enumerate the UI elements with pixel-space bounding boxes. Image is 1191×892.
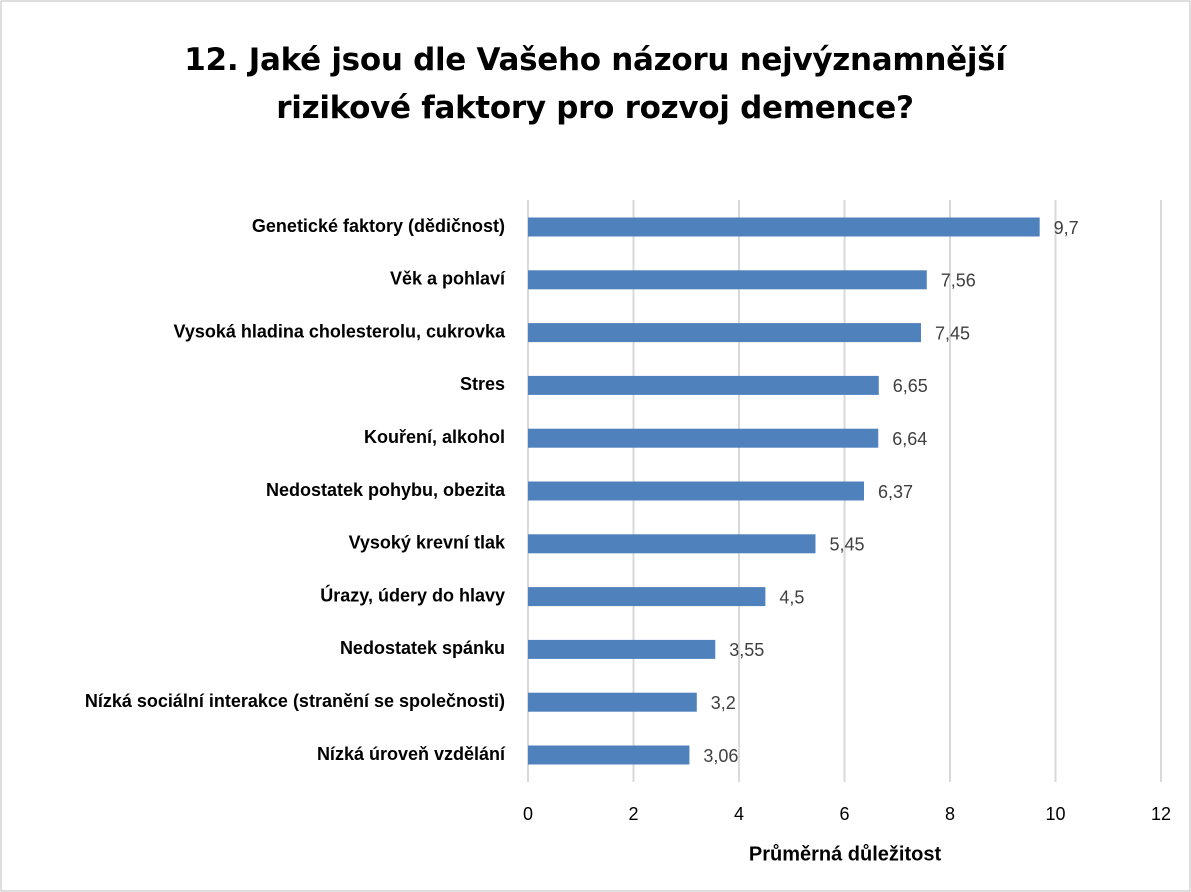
bar: [528, 323, 921, 343]
y-tick-label: Úrazy, údery do hlavy: [320, 584, 505, 605]
data-label: 3,2: [711, 693, 736, 713]
data-label: 7,56: [941, 271, 976, 291]
x-tick-label: 10: [1045, 804, 1065, 824]
chart-title: 12. Jaké jsou dle Vašeho názoru nejvýzna…: [184, 42, 1006, 126]
x-axis-label: Průměrná důležitost: [749, 843, 942, 865]
data-label: 4,5: [779, 587, 804, 607]
x-tick-label: 0: [523, 804, 533, 824]
bar: [528, 481, 865, 501]
x-tick-label: 4: [734, 804, 744, 824]
y-tick-label: Věk a pohlaví: [390, 269, 506, 289]
bar: [528, 217, 1040, 237]
data-label: 6,37: [878, 482, 913, 502]
y-tick-label: Genetické faktory (dědičnost): [252, 216, 505, 236]
bar: [528, 534, 816, 554]
bar: [528, 587, 766, 607]
bar: [528, 692, 697, 712]
data-label: 5,45: [829, 535, 864, 555]
x-tick-label: 6: [839, 804, 849, 824]
bar: [528, 428, 879, 448]
data-label: 3,06: [703, 746, 738, 766]
bar: [528, 745, 690, 765]
data-label: 7,45: [935, 323, 970, 343]
bar: [528, 270, 927, 290]
y-tick-label: Nízká sociální interakce (stranění se sp…: [85, 691, 505, 711]
data-label: 6,65: [893, 376, 928, 396]
x-tick-label: 8: [945, 804, 955, 824]
data-label: 6,64: [892, 429, 927, 449]
bar: [528, 639, 716, 659]
y-tick-label: Kouření, alkohol: [364, 427, 505, 447]
y-tick-label: Nedostatek pohybu, obezita: [266, 480, 506, 500]
data-label: 3,55: [729, 640, 764, 660]
y-tick-label: Stres: [460, 374, 505, 394]
y-tick-label: Nedostatek spánku: [340, 638, 505, 658]
x-tick-label: 2: [628, 804, 638, 824]
y-tick-label: Nízká úroveň vzdělání: [317, 744, 506, 764]
x-tick-label: 12: [1151, 804, 1171, 824]
bar: [528, 375, 879, 395]
data-label: 9,7: [1054, 218, 1079, 238]
y-tick-label: Vysoká hladina cholesterolu, cukrovka: [174, 321, 506, 341]
y-tick-label: Vysoký krevní tlak: [349, 533, 506, 553]
